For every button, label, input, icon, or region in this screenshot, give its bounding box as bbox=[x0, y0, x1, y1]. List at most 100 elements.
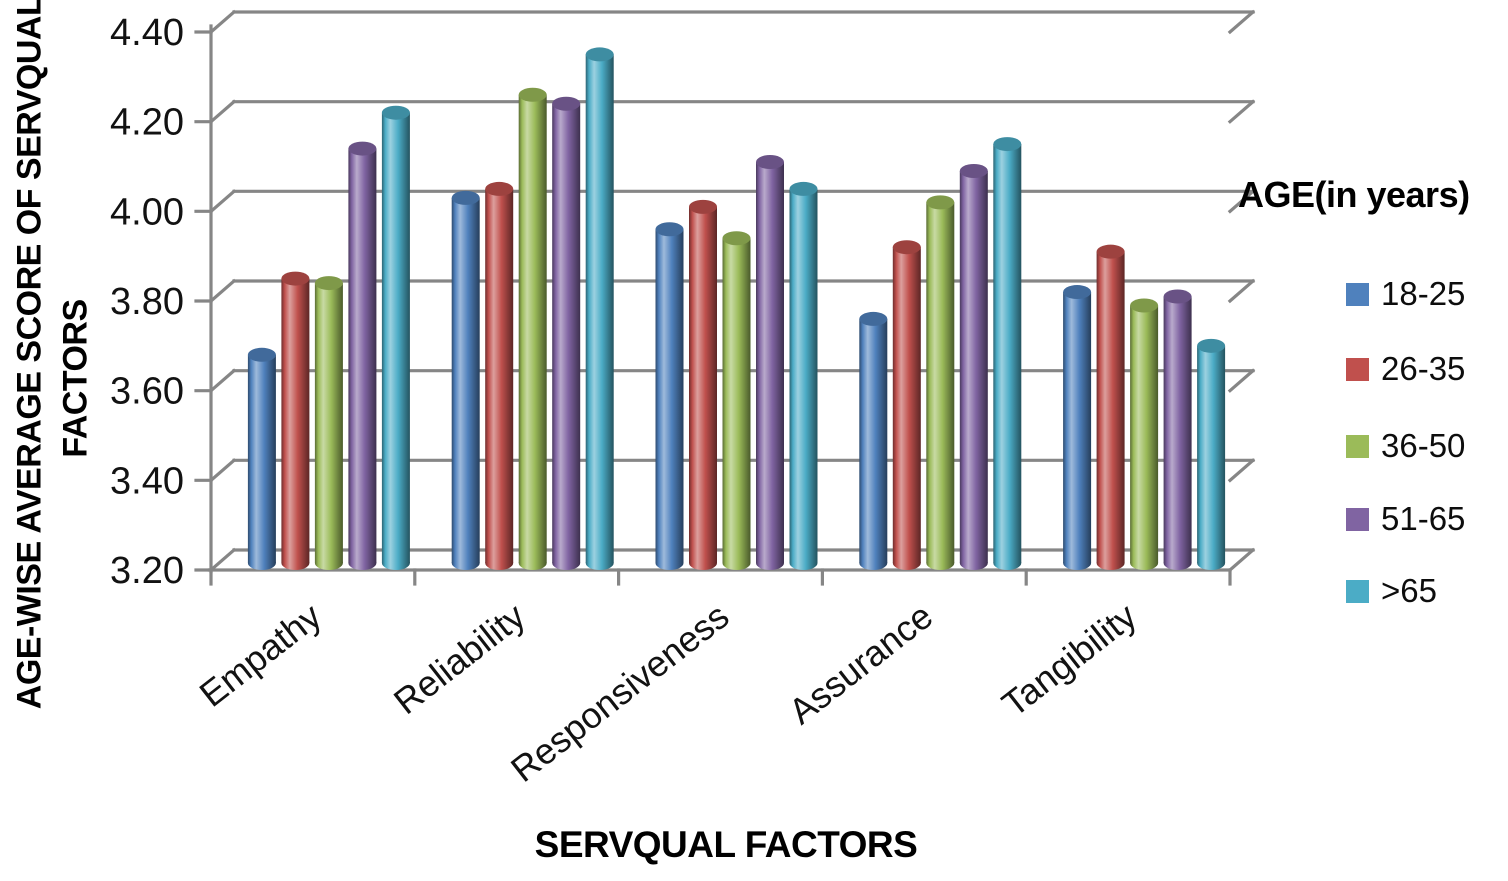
bar->65-Assurance bbox=[993, 137, 1022, 570]
bar-51-65-Reliability bbox=[552, 96, 581, 570]
legend-item-26-35: 26-35 bbox=[1346, 350, 1466, 387]
bar-51-65-Assurance bbox=[959, 163, 988, 570]
cylinder-body bbox=[247, 354, 276, 563]
grid-connector-left bbox=[208, 368, 237, 393]
y-tick-label-4.20: 4.20 bbox=[110, 102, 184, 144]
bar-26-35-Tangibility bbox=[1096, 244, 1125, 570]
bar-26-35-Empathy bbox=[281, 271, 310, 570]
legend-title: AGE(in years) bbox=[1238, 174, 1470, 215]
x-category-label-reliability: Reliability bbox=[386, 595, 533, 722]
bar-36-50-Empathy bbox=[314, 276, 343, 570]
grid-connector-right bbox=[1227, 278, 1256, 304]
bar-26-35-Assurance bbox=[892, 240, 921, 570]
cylinder-top bbox=[348, 141, 377, 156]
bar-18-25-Responsiveness bbox=[655, 222, 684, 570]
grid-connector-left bbox=[208, 9, 237, 35]
cylinder-top bbox=[1063, 285, 1092, 300]
legend-item-18-25: 18-25 bbox=[1346, 275, 1466, 312]
x-axis-title: SERVQUAL FACTORS bbox=[534, 824, 918, 865]
grid-connector-right bbox=[1227, 458, 1256, 483]
bars bbox=[247, 47, 1226, 570]
cylinder-body bbox=[1063, 292, 1092, 563]
cylinder-body bbox=[552, 103, 581, 563]
cylinder-body bbox=[585, 54, 614, 564]
grid-connector-left bbox=[208, 458, 237, 483]
grid-connector-left bbox=[208, 547, 237, 573]
bar->65-Tangibility bbox=[1197, 338, 1226, 570]
bar->65-Responsiveness bbox=[789, 181, 818, 570]
grid-connector-right bbox=[1227, 547, 1256, 573]
grid-connector-right bbox=[1227, 99, 1256, 124]
y-tick-label-4.00: 4.00 bbox=[110, 191, 184, 233]
legend-label-over-65: >65 bbox=[1381, 572, 1437, 609]
cylinder-top bbox=[314, 276, 343, 291]
cylinder-body bbox=[451, 197, 480, 563]
x-category-label-empathy: Empathy bbox=[192, 595, 329, 715]
cylinder-body bbox=[993, 144, 1022, 564]
cylinder-top bbox=[1197, 338, 1226, 353]
cylinder-top bbox=[1096, 244, 1125, 259]
cylinder-body bbox=[655, 229, 684, 563]
grid-connector-right bbox=[1227, 189, 1256, 214]
cylinder-top bbox=[722, 231, 751, 246]
y-tick-label-3.60: 3.60 bbox=[110, 371, 184, 413]
bar-36-50-Responsiveness bbox=[722, 231, 751, 570]
cylinder-top bbox=[756, 155, 784, 170]
cylinder-top bbox=[892, 240, 921, 255]
legend-item-51-65: 51-65 bbox=[1346, 500, 1466, 537]
cylinder-body bbox=[485, 188, 514, 563]
legend-label-26-35: 26-35 bbox=[1381, 350, 1466, 387]
cylinder-body bbox=[859, 318, 888, 563]
bar-18-25-Reliability bbox=[451, 190, 480, 570]
legend-item-36-50: 36-50 bbox=[1346, 427, 1465, 464]
cylinder-top bbox=[451, 190, 480, 205]
legend-swatch-51-65 bbox=[1346, 507, 1369, 531]
grid-connector-right bbox=[1227, 9, 1256, 35]
bar-36-50-Tangibility bbox=[1130, 298, 1159, 570]
bar-18-25-Assurance bbox=[859, 311, 888, 570]
cylinder-body bbox=[756, 162, 784, 563]
cylinder-top bbox=[381, 105, 410, 120]
bar-51-65-Responsiveness bbox=[756, 155, 784, 570]
bar-36-50-Assurance bbox=[926, 195, 955, 570]
cylinder-body bbox=[1163, 296, 1192, 563]
cylinder-body bbox=[314, 283, 343, 563]
grid-connector-left bbox=[208, 189, 237, 214]
cylinder-body bbox=[959, 170, 988, 563]
legend-swatch-26-35 bbox=[1346, 357, 1369, 381]
legend-label-18-25: 18-25 bbox=[1381, 275, 1466, 312]
cylinder-body bbox=[926, 202, 955, 563]
bar->65-Reliability bbox=[585, 47, 614, 570]
bar-26-35-Reliability bbox=[485, 181, 514, 570]
y-tick-label-3.40: 3.40 bbox=[110, 460, 184, 502]
cylinder-body bbox=[892, 247, 921, 563]
x-category-label-assurance: Assurance bbox=[781, 595, 940, 732]
cylinder-body bbox=[281, 278, 310, 563]
y-axis-title-line1: AGE-WISE AVERAGE SCORE OF SERVQUAL bbox=[10, 0, 49, 710]
cylinder-body bbox=[1096, 251, 1125, 563]
y-axis-title-line2: FACTORS bbox=[56, 299, 95, 458]
cylinder-top bbox=[655, 222, 684, 237]
cylinder-top bbox=[959, 163, 988, 178]
cylinder-top bbox=[485, 181, 514, 196]
cylinder-body bbox=[381, 112, 410, 563]
legend-label-51-65: 51-65 bbox=[1381, 500, 1466, 537]
x-category-label-tangibility: Tangibility bbox=[994, 595, 1144, 725]
cylinder-body bbox=[789, 188, 818, 563]
bar-26-35-Responsiveness bbox=[689, 199, 717, 570]
cylinder-top bbox=[926, 195, 955, 210]
bar-18-25-Empathy bbox=[247, 347, 276, 570]
legend-item-over-65: >65 bbox=[1346, 572, 1437, 609]
bar-36-50-Reliability bbox=[518, 87, 547, 570]
cylinder-body bbox=[1197, 345, 1226, 563]
cylinder-top bbox=[859, 311, 888, 326]
bar-51-65-Tangibility bbox=[1163, 289, 1192, 570]
cylinder-top bbox=[1163, 289, 1192, 304]
cylinder-body bbox=[722, 238, 751, 563]
cylinder-top bbox=[585, 47, 614, 62]
y-tick-label-3.80: 3.80 bbox=[110, 281, 184, 323]
grid-connector-left bbox=[208, 99, 237, 124]
x-category-label-responsiveness: Responsiveness bbox=[503, 595, 736, 790]
